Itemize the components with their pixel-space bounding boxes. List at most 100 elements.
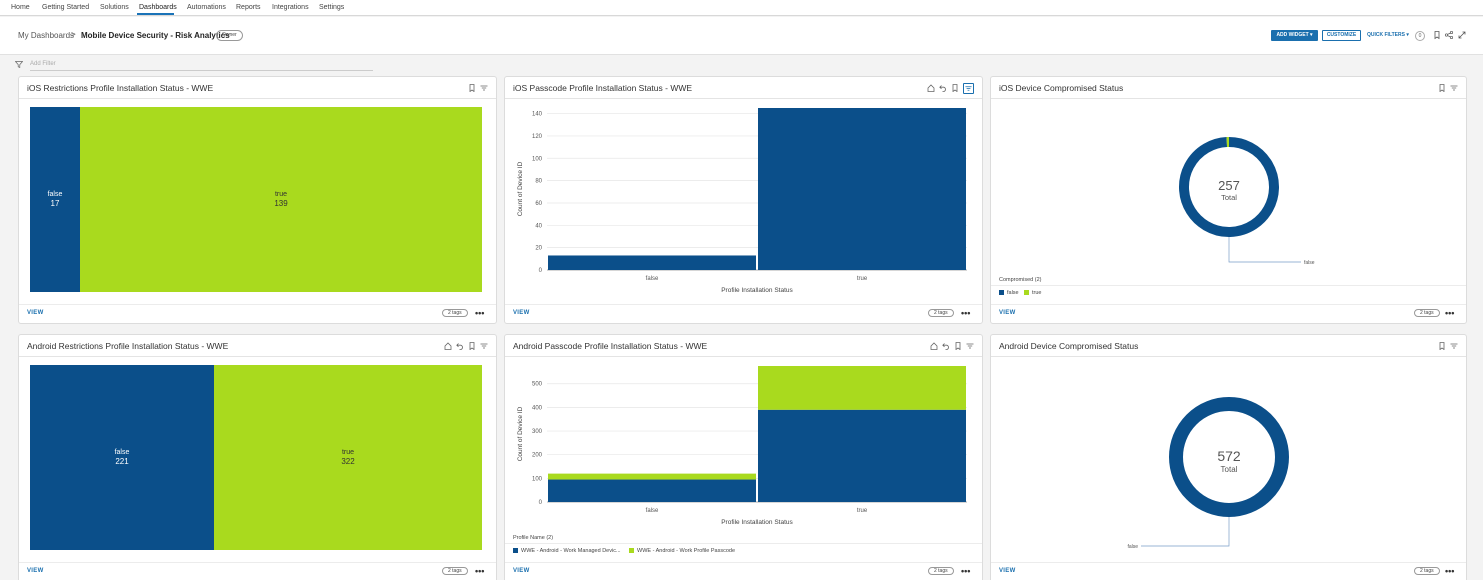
view-link[interactable]: VIEW — [999, 310, 1016, 316]
widget-actions — [927, 82, 974, 94]
bookmark-icon[interactable] — [1438, 342, 1446, 350]
x-axis-title: Profile Installation Status — [721, 287, 793, 294]
expand-icon[interactable] — [1457, 30, 1467, 40]
widget-footer-divider — [991, 562, 1466, 563]
more-options-icon[interactable]: ••• — [475, 566, 485, 576]
nav-item-reports[interactable]: Reports — [236, 4, 261, 11]
view-link[interactable]: VIEW — [513, 568, 530, 574]
legend-swatch — [513, 548, 518, 554]
view-link[interactable]: VIEW — [999, 568, 1016, 574]
legend-item-work-profile[interactable]: WWE - Android - Work Profile Passcode — [629, 548, 735, 554]
undo-icon[interactable] — [942, 342, 950, 350]
widget-title: Android Restrictions Profile Installatio… — [27, 341, 229, 351]
legend-item-work-managed[interactable]: WWE - Android - Work Managed Devic... — [513, 548, 621, 554]
donut-total-label: Total — [1221, 193, 1237, 202]
customize-button[interactable]: CUSTOMIZE — [1322, 30, 1361, 41]
more-options-icon[interactable]: ••• — [475, 308, 485, 318]
treemap-cell-true[interactable] — [214, 365, 482, 550]
nav-item-settings[interactable]: Settings — [319, 4, 345, 11]
bookmark-icon[interactable] — [954, 342, 962, 350]
legend-title: Profile Name (2) — [513, 535, 554, 541]
tags-badge[interactable]: 2 tags — [928, 567, 954, 575]
y-tick-label: 100 — [532, 156, 543, 162]
legend-item-true[interactable]: true — [1024, 290, 1041, 296]
view-link[interactable]: VIEW — [27, 310, 44, 316]
legend-swatch — [999, 290, 1004, 296]
nav-item-automations[interactable]: Automations — [187, 4, 226, 11]
breadcrumb-separator: > — [71, 30, 76, 39]
widget-actions — [1438, 83, 1458, 93]
donut-total-label: Total — [1221, 465, 1238, 474]
y-tick-label: 300 — [532, 429, 543, 435]
widget-actions — [930, 341, 974, 351]
widget-title: iOS Passcode Profile Installation Status… — [513, 83, 693, 93]
bookmark-icon[interactable] — [468, 342, 476, 350]
tags-badge[interactable]: 2 tags — [928, 309, 954, 317]
legend-title: Compromised (2) — [999, 277, 1042, 283]
filter-lines-icon[interactable] — [963, 82, 974, 94]
filter-icon — [15, 61, 23, 68]
nav-item-dashboards[interactable]: Dashboards — [139, 4, 177, 11]
tags-badge[interactable]: 2 tags — [1414, 309, 1440, 317]
donut-total-value: 572 — [1217, 448, 1241, 464]
home-icon[interactable] — [930, 342, 938, 350]
legend-item-false[interactable]: false — [999, 290, 1019, 296]
nav-item-home[interactable]: Home — [11, 4, 30, 11]
filter-lines-icon[interactable] — [966, 342, 974, 350]
nav-item-solutions[interactable]: Solutions — [100, 4, 129, 11]
quick-filters-button[interactable]: QUICK FILTERS ▾ — [1367, 32, 1409, 38]
y-tick-label: 40 — [535, 223, 542, 229]
more-options-icon[interactable]: ••• — [1445, 566, 1455, 576]
y-axis-title: Count of Device ID — [517, 406, 524, 461]
bar-false-series-1 — [548, 473, 756, 480]
treemap-cell-false[interactable] — [30, 107, 80, 292]
treemap-cell-true[interactable] — [80, 107, 482, 292]
bookmark-icon[interactable] — [468, 84, 476, 92]
nav-item-getting-started[interactable]: Getting Started — [42, 4, 90, 11]
view-link[interactable]: VIEW — [27, 568, 44, 574]
callout-label: false — [1304, 260, 1315, 266]
view-link[interactable]: VIEW — [513, 310, 530, 316]
widget-ios-restrictions: iOS Restrictions Profile Installation St… — [18, 76, 497, 324]
filter-lines-icon[interactable] — [1450, 342, 1458, 350]
tags-badge[interactable]: 2 tags — [442, 309, 468, 317]
y-tick-label: 60 — [535, 201, 542, 207]
filter-lines-icon[interactable] — [1450, 84, 1458, 92]
bar-true-series-1 — [758, 366, 966, 410]
widget-android-restrictions: Android Restrictions Profile Installatio… — [18, 334, 497, 580]
y-tick-label: 100 — [532, 476, 543, 482]
filter-lines-icon[interactable] — [480, 84, 488, 92]
x-tick-label: false — [646, 276, 659, 282]
share-icon[interactable] — [1444, 30, 1454, 40]
more-options-icon[interactable]: ••• — [961, 566, 971, 576]
widget-actions — [1438, 341, 1458, 351]
widget-title: iOS Restrictions Profile Installation St… — [27, 83, 214, 93]
donut-total-value: 257 — [1218, 178, 1240, 193]
home-icon[interactable] — [444, 342, 452, 350]
more-options-icon[interactable]: ••• — [1445, 308, 1455, 318]
widget-actions — [444, 341, 488, 351]
add-filter-input[interactable]: Add Filter — [30, 61, 373, 71]
bar-true — [758, 108, 966, 270]
breadcrumb-my-dashboards[interactable]: My Dashboards — [18, 31, 75, 40]
bookmark-icon[interactable] — [1438, 84, 1446, 92]
filter-lines-icon[interactable] — [480, 342, 488, 350]
y-tick-label: 500 — [532, 382, 543, 388]
more-options-icon[interactable]: ••• — [961, 308, 971, 318]
nav-item-integrations[interactable]: Integrations — [272, 4, 309, 11]
widget-divider — [505, 356, 982, 357]
widget-footer-divider — [505, 562, 982, 563]
tags-badge[interactable]: 2 tags — [1414, 567, 1440, 575]
undo-icon[interactable] — [456, 342, 464, 350]
add-widget-button[interactable]: ADD WIDGET ▾ — [1271, 30, 1318, 41]
widget-android-passcode: Android Passcode Profile Installation St… — [504, 334, 983, 580]
quick-filters-count: 0 — [1415, 31, 1425, 41]
treemap-cell-false[interactable] — [30, 365, 214, 550]
legend-divider — [991, 285, 1466, 286]
home-icon[interactable] — [927, 84, 935, 92]
bookmark-icon[interactable] — [951, 84, 959, 92]
bookmark-icon[interactable] — [1432, 30, 1442, 40]
widget-ios-compromised: iOS Device Compromised Status 257 Total fa… — [990, 76, 1467, 324]
tags-badge[interactable]: 2 tags — [442, 567, 468, 575]
undo-icon[interactable] — [939, 84, 947, 92]
